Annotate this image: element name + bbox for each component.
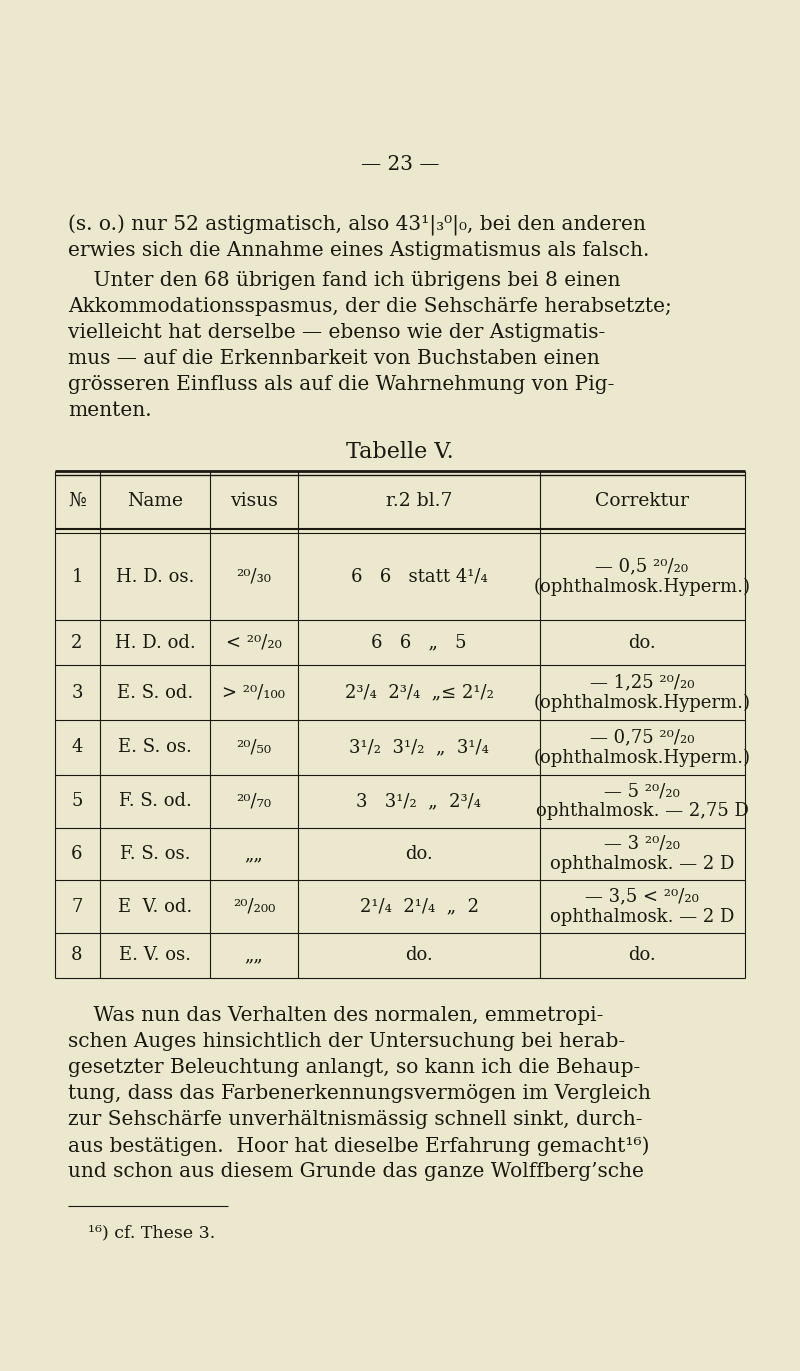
- Text: ²⁰/₇₀: ²⁰/₇₀: [237, 792, 271, 810]
- Text: H. D. os.: H. D. os.: [116, 568, 194, 585]
- Text: Unter den 68 übrigen fand ich übrigens bei 8 einen: Unter den 68 übrigen fand ich übrigens b…: [68, 271, 621, 291]
- Text: ¹⁶) cf. These 3.: ¹⁶) cf. These 3.: [88, 1224, 215, 1241]
- Text: Tabelle V.: Tabelle V.: [346, 441, 454, 463]
- Text: 3   3¹/₂  „  2³/₄: 3 3¹/₂ „ 2³/₄: [357, 792, 482, 810]
- Text: zur Sehschärfe unverhältnismässig schnell sinkt, durch-: zur Sehschärfe unverhältnismässig schnel…: [68, 1111, 642, 1128]
- Text: > ²⁰/₁₀₀: > ²⁰/₁₀₀: [222, 684, 286, 702]
- Text: menten.: menten.: [68, 400, 152, 420]
- Text: ophthalmosk. — 2 D: ophthalmosk. — 2 D: [550, 856, 734, 873]
- Text: 2¹/₄  2¹/₄  „  2: 2¹/₄ 2¹/₄ „ 2: [359, 898, 478, 916]
- Text: 8: 8: [71, 946, 82, 965]
- Text: №: №: [68, 492, 86, 510]
- Text: schen Auges hinsichtlich der Untersuchung bei herab-: schen Auges hinsichtlich der Untersuchun…: [68, 1032, 625, 1052]
- Text: 2: 2: [71, 633, 82, 651]
- Text: ²⁰/₂₀₀: ²⁰/₂₀₀: [233, 898, 275, 916]
- Text: 3¹/₂  3¹/₂  „  3¹/₄: 3¹/₂ 3¹/₂ „ 3¹/₄: [349, 739, 489, 757]
- Text: 1: 1: [71, 568, 82, 585]
- Text: < ²⁰/₂₀: < ²⁰/₂₀: [226, 633, 282, 651]
- Text: Name: Name: [127, 492, 183, 510]
- Text: (s. o.) nur 52 astigmatisch, also 43¹|₃⁰|₀, bei den anderen: (s. o.) nur 52 astigmatisch, also 43¹|₃⁰…: [68, 215, 646, 236]
- Text: visus: visus: [230, 492, 278, 510]
- Text: vielleicht hat derselbe — ebenso wie der Astigmatis-: vielleicht hat derselbe — ebenso wie der…: [68, 324, 606, 341]
- Text: 5: 5: [71, 792, 82, 810]
- Text: — 5 ²⁰/₂₀: — 5 ²⁰/₂₀: [604, 783, 680, 801]
- Text: — 0,5 ²⁰/₂₀: — 0,5 ²⁰/₂₀: [595, 558, 689, 576]
- Text: „„: „„: [245, 946, 263, 965]
- Text: Akkommodationsspasmus, der die Sehschärfe herabsetzte;: Akkommodationsspasmus, der die Sehschärf…: [68, 298, 672, 315]
- Text: F. S. od.: F. S. od.: [118, 792, 191, 810]
- Text: 7: 7: [71, 898, 82, 916]
- Text: „„: „„: [245, 845, 263, 862]
- Text: ²⁰/₃₀: ²⁰/₃₀: [237, 568, 271, 585]
- Text: r.2 bl.7: r.2 bl.7: [386, 492, 452, 510]
- Text: 6: 6: [71, 845, 82, 862]
- Text: F. S. os.: F. S. os.: [120, 845, 190, 862]
- Text: 3: 3: [71, 684, 82, 702]
- Text: ²⁰/₅₀: ²⁰/₅₀: [237, 739, 271, 757]
- Text: 2³/₄  2³/₄  „≤ 2¹/₂: 2³/₄ 2³/₄ „≤ 2¹/₂: [345, 684, 494, 702]
- Text: aus bestätigen.  Hoor hat dieselbe Erfahrung gemacht¹⁶): aus bestätigen. Hoor hat dieselbe Erfahr…: [68, 1137, 650, 1156]
- Text: do.: do.: [628, 633, 656, 651]
- Text: E. S. os.: E. S. os.: [118, 739, 192, 757]
- Text: (ophthalmosk.Hyperm.): (ophthalmosk.Hyperm.): [534, 749, 750, 766]
- Text: Correktur: Correktur: [595, 492, 689, 510]
- Text: E. V. os.: E. V. os.: [119, 946, 191, 965]
- Text: gesetzter Beleuchtung anlangt, so kann ich die Behaup-: gesetzter Beleuchtung anlangt, so kann i…: [68, 1058, 640, 1078]
- Text: — 0,75 ²⁰/₂₀: — 0,75 ²⁰/₂₀: [590, 728, 694, 746]
- Text: do.: do.: [405, 845, 433, 862]
- Text: ophthalmosk. — 2,75 D: ophthalmosk. — 2,75 D: [535, 802, 749, 820]
- Text: do.: do.: [405, 946, 433, 965]
- Text: tung, dass das Farbenerkennungsvermögen im Vergleich: tung, dass das Farbenerkennungsvermögen …: [68, 1084, 651, 1104]
- Text: (ophthalmosk.Hyperm.): (ophthalmosk.Hyperm.): [534, 577, 750, 595]
- Text: 6   6   „   5: 6 6 „ 5: [371, 633, 466, 651]
- Text: 6   6   statt 4¹/₄: 6 6 statt 4¹/₄: [350, 568, 487, 585]
- Text: H. D. od.: H. D. od.: [114, 633, 195, 651]
- Text: Was nun das Verhalten des normalen, emmetropi-: Was nun das Verhalten des normalen, emme…: [68, 1006, 603, 1026]
- Text: do.: do.: [628, 946, 656, 965]
- Text: (ophthalmosk.Hyperm.): (ophthalmosk.Hyperm.): [534, 694, 750, 712]
- Text: mus — auf die Erkennbarkeit von Buchstaben einen: mus — auf die Erkennbarkeit von Buchstab…: [68, 350, 600, 367]
- Text: E. S. od.: E. S. od.: [117, 684, 193, 702]
- Text: — 1,25 ²⁰/₂₀: — 1,25 ²⁰/₂₀: [590, 673, 694, 691]
- Text: grösseren Einfluss als auf die Wahrnehmung von Pig-: grösseren Einfluss als auf die Wahrnehmu…: [68, 376, 614, 393]
- Text: und schon aus diesem Grunde das ganze Wolffberg’sche: und schon aus diesem Grunde das ganze Wo…: [68, 1163, 644, 1180]
- Text: E  V. od.: E V. od.: [118, 898, 192, 916]
- Text: 4: 4: [71, 739, 82, 757]
- Text: ophthalmosk. — 2 D: ophthalmosk. — 2 D: [550, 908, 734, 925]
- Text: — 23 —: — 23 —: [361, 155, 439, 174]
- Text: — 3 ²⁰/₂₀: — 3 ²⁰/₂₀: [604, 835, 680, 853]
- Text: — 3,5 < ²⁰/₂₀: — 3,5 < ²⁰/₂₀: [585, 887, 699, 905]
- Text: erwies sich die Annahme eines Astigmatismus als falsch.: erwies sich die Annahme eines Astigmatis…: [68, 241, 650, 260]
